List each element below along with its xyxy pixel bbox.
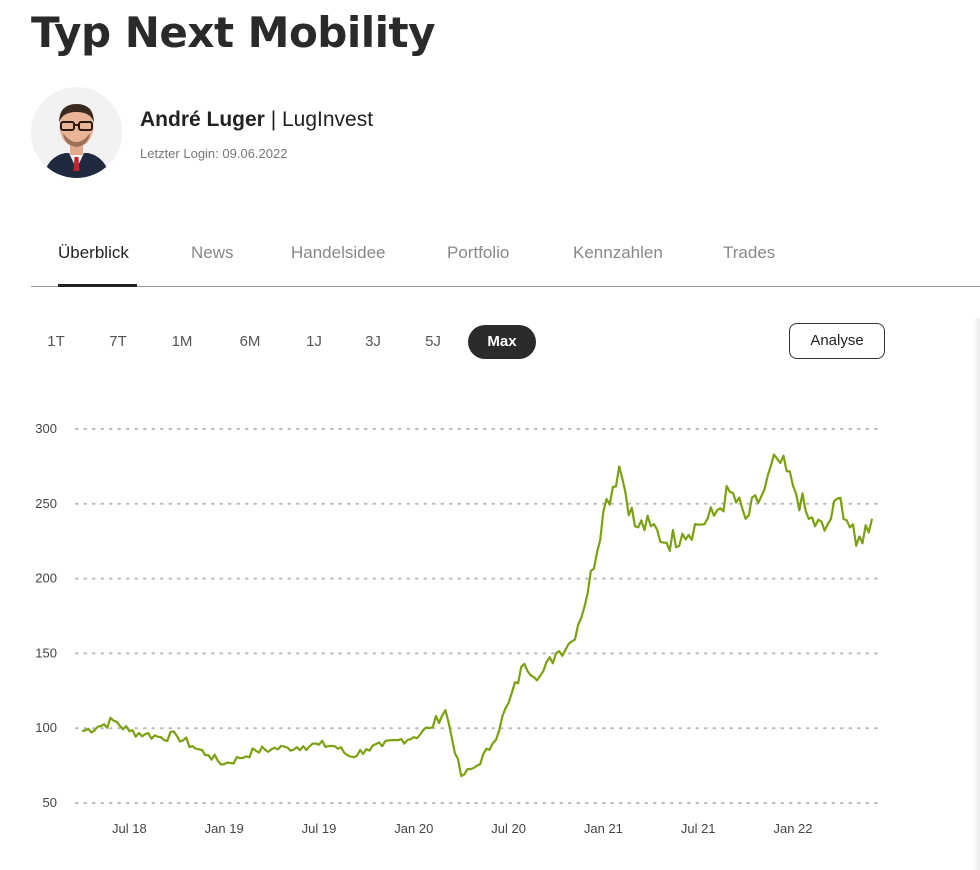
x-tick-label: Jan 19 [205, 821, 244, 836]
range-max-button[interactable]: Max [468, 325, 536, 359]
x-tick-label: Jan 20 [394, 821, 433, 836]
x-tick-label: Jul 20 [491, 821, 526, 836]
tab-bar: Überblick News Handelsidee Portfolio Ken… [31, 225, 980, 287]
active-tab-indicator [58, 284, 137, 287]
x-tick-label: Jul 21 [681, 821, 716, 836]
tab-news[interactable]: News [191, 243, 234, 262]
range-6m-button[interactable]: 6M [239, 333, 261, 350]
range-1t-button[interactable]: 1T [47, 333, 65, 350]
author-name[interactable]: André Luger [140, 108, 265, 131]
range-1j-button[interactable]: 1J [306, 333, 322, 350]
tab-uberblick[interactable]: Überblick [58, 243, 129, 262]
x-axis-ticks: Jul 18 Jan 19 Jul 19 Jan 20 Jul 20 Jan 21 Jul … [112, 821, 812, 836]
tab-handelsidee[interactable]: Handelsidee [291, 243, 386, 262]
author-avatar[interactable] [31, 87, 122, 178]
y-tick-label: 150 [35, 645, 57, 660]
range-3j-button[interactable]: 3J [365, 333, 381, 350]
author-company[interactable]: LugInvest [282, 108, 374, 131]
last-login-text: Letzter Login: 09.06.2022 [140, 146, 288, 161]
author-separator: | [270, 108, 277, 131]
x-tick-label: Jul 19 [302, 821, 337, 836]
y-tick-label: 300 [35, 421, 57, 436]
chart-gridlines [75, 428, 879, 804]
tab-kennzahlen[interactable]: Kennzahlen [573, 243, 663, 262]
side-panel-edge [972, 318, 980, 870]
author-line: André Luger | LugInvest [140, 108, 373, 132]
x-tick-label: Jan 22 [773, 821, 812, 836]
y-tick-label: 250 [35, 496, 57, 511]
range-1m-button[interactable]: 1M [171, 333, 193, 350]
x-tick-label: Jan 21 [584, 821, 623, 836]
range-7t-button[interactable]: 7T [109, 333, 127, 350]
page-title: Typ Next Mobility [31, 8, 436, 57]
price-line-series [81, 453, 874, 778]
range-5j-button[interactable]: 5J [425, 333, 441, 350]
avatar-portrait-image [31, 87, 122, 178]
tab-trades[interactable]: Trades [723, 243, 776, 262]
y-axis-ticks: 300 250 200 150 100 50 [35, 421, 57, 810]
price-chart[interactable]: 300 250 200 150 100 50 Jul 18 Jan 19 Jul 19 Jan … [0, 400, 900, 850]
y-tick-label: 100 [35, 720, 57, 735]
x-tick-label: Jul 18 [112, 821, 147, 836]
y-tick-label: 200 [35, 571, 57, 586]
y-tick-label: 50 [43, 795, 57, 810]
tab-portfolio[interactable]: Portfolio [447, 243, 510, 262]
analyse-button[interactable]: Analyse [789, 323, 885, 359]
